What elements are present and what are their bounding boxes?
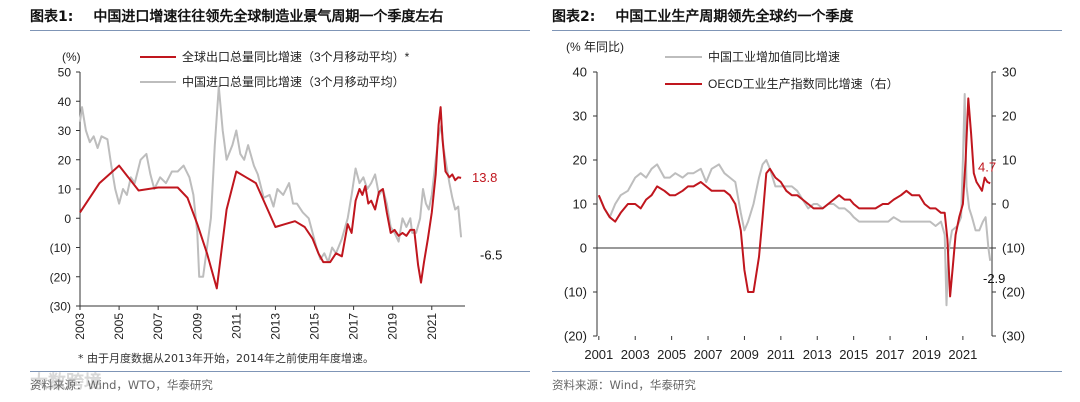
x-tick-label: 2021	[948, 347, 977, 362]
footnote: * 由于月度数据从2013年开始，2014年之前使用年度增速。	[78, 352, 374, 365]
x-tick-label: 2013	[268, 313, 282, 340]
source-rule	[552, 371, 1062, 372]
figure-label: 图表2:	[552, 9, 596, 25]
y-tick-label: 50	[58, 66, 72, 80]
source-text: 资料来源：Wind，华泰研究	[552, 378, 696, 392]
y-tick-label: 20	[58, 153, 72, 167]
china-industrial-series-line	[597, 93, 992, 307]
y-tick-label: (30)	[50, 300, 71, 314]
china-import-series-line	[79, 85, 463, 278]
end-value-label-import: -6.5	[480, 247, 502, 262]
y-tick-label: 0	[64, 212, 71, 226]
figure-title: 中国工业生产周期领先全球约一个季度	[615, 9, 854, 25]
global-export-series-line	[79, 106, 462, 290]
y-tick-label: 30	[58, 124, 72, 138]
figure-label: 图表1:	[30, 9, 74, 25]
y-tick-label: 10	[573, 197, 587, 212]
left-chart-panel: 图表1: 中国进口增速往往领先全球制造业景气周期一个季度左右 (%) 50 40 30 2…	[30, 6, 530, 392]
x-tick-label: 2019	[386, 313, 400, 340]
y-tick-label: (20)	[50, 270, 71, 284]
title-rule	[30, 30, 530, 31]
end-value-label-oecd: 4.7	[978, 159, 996, 174]
x-tick-label: 2011	[767, 347, 795, 362]
x-tick-label: 2015	[839, 347, 868, 362]
x-tick-label: 2005	[112, 313, 126, 340]
x-tick-label: 2015	[308, 313, 322, 340]
x-tick-label: 2011	[229, 313, 243, 339]
legend-label-oecd: OECD工业生产指数同比增速（右）	[708, 76, 899, 91]
y2-tick-label: (30)	[1002, 329, 1025, 344]
y-tick-label: 10	[58, 183, 72, 197]
y2-tick-label: 20	[1002, 109, 1016, 124]
end-value-label-china: -2.9	[983, 271, 1005, 286]
x-tick-label: 2003	[73, 313, 87, 340]
x-tick-label: 2017	[347, 313, 361, 340]
oecd-industrial-series-line	[597, 97, 991, 298]
right-chart-panel: 图表2: 中国工业生产周期领先全球约一个季度 (% 年同比) 40 30 20 10 0 (1…	[540, 0, 1080, 402]
x-tick-label: 2019	[912, 347, 941, 362]
y-tick-label: 40	[573, 65, 587, 80]
x-tick-label: 2009	[190, 313, 204, 340]
source-text: 资料来源：Wind，WTO，华泰研究	[30, 378, 213, 392]
y-tick-label: 40	[58, 95, 72, 109]
x-tick-label: 2009	[730, 347, 759, 362]
y2-tick-label: 30	[1002, 65, 1016, 80]
x-tick-label: 2021	[425, 313, 439, 340]
x-tick-label: 2007	[151, 313, 165, 340]
y-tick-label: (10)	[50, 241, 71, 255]
import-vs-export-chart: (%) 50 40 30 20 10 0 (10) (20) (30)2003 2005 2007 20…	[30, 49, 502, 392]
y-tick-label: (20)	[564, 329, 587, 344]
x-tick-label: 2007	[694, 347, 723, 362]
x-tick-label: 2005	[657, 347, 686, 362]
y-tick-label: 20	[573, 153, 587, 168]
y-axis-title: (% 年同比)	[566, 40, 624, 54]
y-axis-title: (%)	[62, 50, 81, 64]
y2-tick-label: 10	[1002, 153, 1016, 168]
y2-tick-label: (10)	[1002, 241, 1025, 256]
y-tick-label: (10)	[564, 285, 587, 300]
y2-tick-label: (20)	[1002, 285, 1025, 300]
watermark-text: 大数跨境	[30, 371, 102, 392]
y2-tick-label: 0	[1002, 197, 1009, 212]
x-tick-label: 2003	[621, 347, 650, 362]
legend-label-china: 中国工业增加值同比增速	[708, 49, 840, 64]
legend-label-export: 全球出口总量同比增速（3个月移动平均）*	[182, 49, 410, 64]
chart-title: 图表1: 中国进口增速往往领先全球制造业景气周期一个季度左右	[30, 6, 443, 26]
end-value-label-export: 13.8	[472, 170, 497, 185]
x-tick-label: 2013	[803, 347, 832, 362]
y-tick-label: 30	[573, 109, 587, 124]
chart-title: 图表2: 中国工业生产周期领先全球约一个季度	[552, 6, 853, 26]
source-rule	[30, 371, 530, 372]
legend-label-import: 中国进口总量同比增速（3个月移动平均）	[182, 74, 405, 89]
industrial-production-chart: (% 年同比) 40 30 20 10 0 (10) (20) 30 20 10 0 (10) (20) (…	[564, 40, 1025, 362]
x-tick-label: 2017	[876, 347, 905, 362]
x-tick-label: 2001	[584, 347, 613, 362]
figure-title: 中国进口增速往往领先全球制造业景气周期一个季度左右	[93, 9, 444, 25]
title-rule	[552, 30, 1062, 31]
y-tick-label: 0	[580, 241, 587, 256]
